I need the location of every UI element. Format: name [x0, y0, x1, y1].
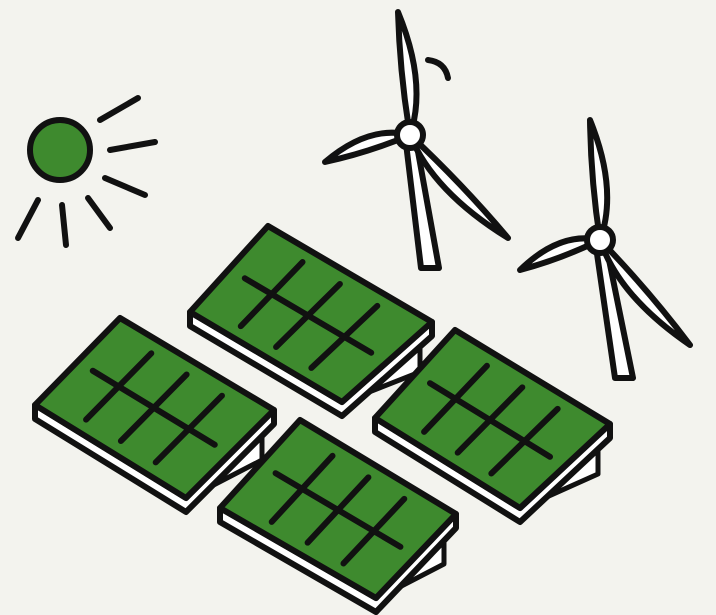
turbine-hub [587, 227, 613, 253]
page: (() => { const svg = document.getElement… [0, 0, 716, 615]
sun-ray [62, 205, 66, 245]
illustration [0, 0, 716, 615]
turbine-hub [397, 122, 423, 148]
sun-disc [30, 120, 90, 180]
